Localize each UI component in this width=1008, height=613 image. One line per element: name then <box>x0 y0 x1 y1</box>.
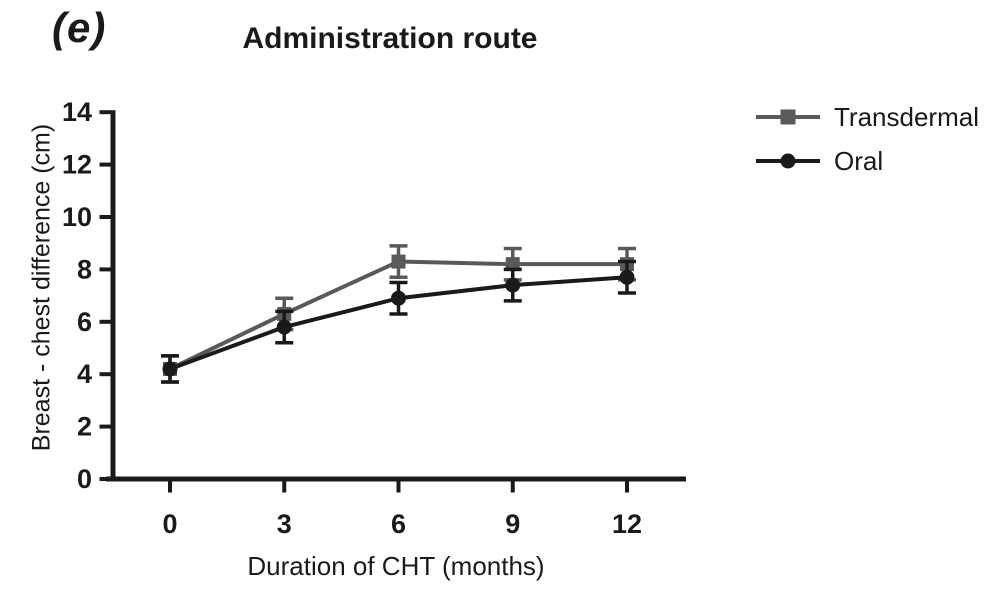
y-tick-label: 0 <box>77 464 92 494</box>
axes <box>106 110 686 482</box>
circle-marker-icon <box>162 361 178 377</box>
y-tick-label: 12 <box>62 150 92 180</box>
square-marker-icon <box>391 254 406 269</box>
chart-title: Administration route <box>242 22 538 55</box>
legend: Transdermal Oral <box>756 102 979 176</box>
x-axis-label: Duration of CHT (months) <box>247 551 545 581</box>
circle-marker-icon <box>619 269 635 285</box>
circle-marker-icon <box>780 153 796 169</box>
x-tick-label: 12 <box>612 509 642 539</box>
x-axis-ticks: 0 3 6 9 12 <box>162 480 642 539</box>
legend-item-oral: Oral <box>756 146 979 176</box>
y-axis-ticks: 0 2 4 6 8 10 12 14 <box>62 97 112 494</box>
y-tick-label: 14 <box>62 97 92 127</box>
series-oral <box>161 259 636 384</box>
y-tick-label: 8 <box>77 254 92 284</box>
x-tick-label: 9 <box>505 509 520 539</box>
square-marker-icon <box>780 109 796 125</box>
y-tick-label: 4 <box>77 359 92 389</box>
legend-line-sample <box>756 109 820 125</box>
legend-item-transdermal: Transdermal <box>756 102 979 132</box>
y-tick-label: 10 <box>62 202 92 232</box>
circle-marker-icon <box>390 290 406 306</box>
y-axis-label: Breast - chest difference (cm) <box>27 123 56 452</box>
y-tick-label: 6 <box>77 307 92 337</box>
x-tick-label: 0 <box>162 509 177 539</box>
circle-marker-icon <box>505 277 521 293</box>
legend-line-sample <box>756 153 820 169</box>
legend-label: Transdermal <box>834 101 979 132</box>
legend-label: Oral <box>834 145 884 176</box>
x-tick-label: 3 <box>277 509 292 539</box>
circle-marker-icon <box>276 319 292 335</box>
y-tick-label: 2 <box>77 412 92 442</box>
panel-label: (e) <box>52 4 107 51</box>
x-tick-label: 6 <box>391 509 406 539</box>
